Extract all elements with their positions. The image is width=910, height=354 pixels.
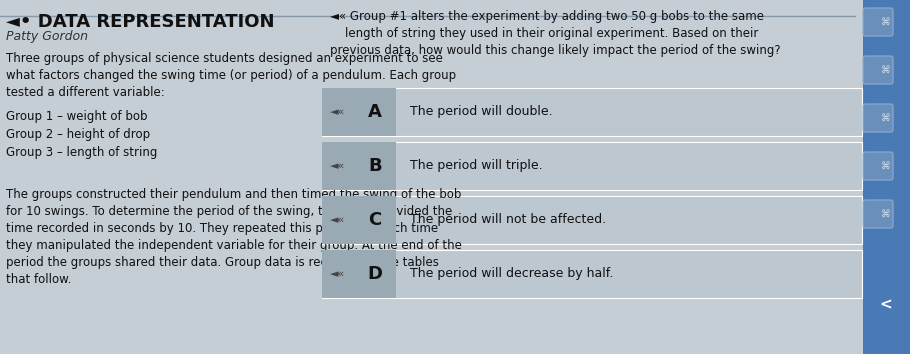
Text: ◄«: ◄« bbox=[330, 161, 346, 171]
Text: The period will triple.: The period will triple. bbox=[410, 160, 542, 172]
Text: The period will not be affected.: The period will not be affected. bbox=[410, 213, 606, 227]
Text: A: A bbox=[368, 103, 382, 121]
FancyBboxPatch shape bbox=[863, 104, 893, 132]
Bar bbox=[354, 196, 396, 244]
FancyBboxPatch shape bbox=[863, 200, 893, 228]
Text: D: D bbox=[368, 265, 382, 283]
Text: B: B bbox=[369, 157, 382, 175]
Bar bbox=[322, 142, 862, 190]
Text: Group 1 – weight of bob
Group 2 – height of drop
Group 3 – length of string: Group 1 – weight of bob Group 2 – height… bbox=[6, 110, 157, 159]
Bar bbox=[322, 196, 862, 244]
Text: ⌘: ⌘ bbox=[881, 161, 891, 171]
FancyBboxPatch shape bbox=[863, 8, 893, 36]
FancyBboxPatch shape bbox=[863, 152, 893, 180]
Bar bbox=[322, 250, 862, 298]
Text: The period will double.: The period will double. bbox=[410, 105, 552, 119]
FancyBboxPatch shape bbox=[863, 56, 893, 84]
Bar bbox=[354, 250, 396, 298]
Text: ◄«: ◄« bbox=[330, 269, 346, 279]
Text: ⌘: ⌘ bbox=[881, 65, 891, 75]
Bar bbox=[322, 142, 354, 190]
Text: Patty Gordon: Patty Gordon bbox=[6, 30, 88, 43]
Text: The period will decrease by half.: The period will decrease by half. bbox=[410, 268, 613, 280]
Text: ⌘: ⌘ bbox=[881, 209, 891, 219]
Text: ◄• DATA REPRESENTATION: ◄• DATA REPRESENTATION bbox=[6, 13, 275, 31]
Bar bbox=[322, 250, 354, 298]
Text: C: C bbox=[369, 211, 381, 229]
Text: ⌘: ⌘ bbox=[881, 113, 891, 123]
Text: ⌘: ⌘ bbox=[881, 17, 891, 27]
Text: ◄«: ◄« bbox=[330, 215, 346, 225]
Bar bbox=[322, 196, 354, 244]
Text: Three groups of physical science students designed an experiment to see
what fac: Three groups of physical science student… bbox=[6, 52, 456, 99]
Text: ◄«: ◄« bbox=[330, 107, 346, 117]
Text: ◄« Group #1 alters the experiment by adding two 50 g bobs to the same
    length: ◄« Group #1 alters the experiment by add… bbox=[330, 10, 781, 57]
Text: <: < bbox=[880, 297, 893, 313]
Bar bbox=[322, 88, 862, 136]
Bar bbox=[354, 142, 396, 190]
Bar bbox=[322, 88, 354, 136]
Text: The groups constructed their pendulum and then timed the swing of the bob
for 10: The groups constructed their pendulum an… bbox=[6, 188, 462, 286]
Bar bbox=[863, 0, 910, 354]
Bar bbox=[354, 88, 396, 136]
